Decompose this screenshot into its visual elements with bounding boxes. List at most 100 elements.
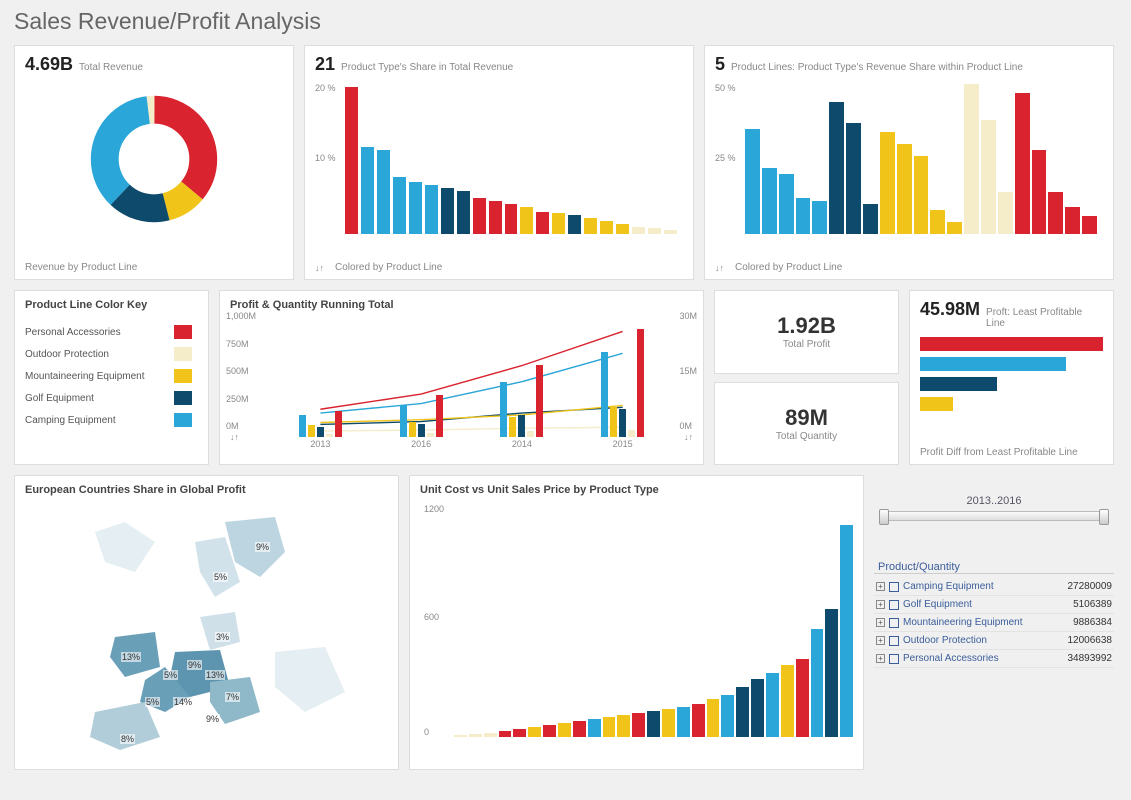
product-quantity-row[interactable]: +Camping Equipment27280009 xyxy=(874,578,1114,596)
hbar[interactable] xyxy=(920,357,1066,371)
bar[interactable] xyxy=(427,433,434,437)
bar[interactable] xyxy=(1048,192,1063,234)
product-quantity-row[interactable]: +Mountaineering Equipment9886384 xyxy=(874,614,1114,632)
bar[interactable] xyxy=(425,185,438,235)
checkbox[interactable] xyxy=(889,636,899,646)
checkbox[interactable] xyxy=(889,600,899,610)
bar[interactable] xyxy=(840,525,853,737)
bar[interactable] xyxy=(947,222,962,234)
bar[interactable] xyxy=(484,733,497,737)
slider-handle-left[interactable] xyxy=(879,509,889,525)
bar[interactable] xyxy=(505,204,518,234)
bar5-chart[interactable]: 50 % 25 % xyxy=(715,79,1103,234)
bar[interactable] xyxy=(825,609,838,737)
bar[interactable] xyxy=(721,695,734,737)
bar[interactable] xyxy=(766,673,779,737)
bar[interactable] xyxy=(846,123,861,234)
bar[interactable] xyxy=(469,734,482,737)
bar-group[interactable] xyxy=(299,411,342,437)
bar[interactable] xyxy=(568,215,581,235)
sort-icon[interactable]: ↓↑ xyxy=(684,432,693,442)
bar[interactable] xyxy=(600,221,613,235)
bar[interactable] xyxy=(628,430,635,437)
bar[interactable] xyxy=(619,409,626,437)
bar[interactable] xyxy=(897,144,912,234)
bar[interactable] xyxy=(692,704,705,737)
bar[interactable] xyxy=(603,717,616,737)
expand-icon[interactable]: + xyxy=(876,636,885,645)
bar[interactable] xyxy=(558,723,571,737)
product-quantity-row[interactable]: +Golf Equipment5106389 xyxy=(874,596,1114,614)
bar21-chart[interactable]: 20 % 10 % xyxy=(315,79,683,234)
bar[interactable] xyxy=(930,210,945,234)
sort-icon[interactable]: ↓↑ xyxy=(715,263,724,273)
bar[interactable] xyxy=(499,731,512,737)
bar-group[interactable] xyxy=(500,365,543,437)
bar[interactable] xyxy=(299,415,306,437)
scatter-chart[interactable]: 1200 600 0 xyxy=(420,502,853,737)
bar[interactable] xyxy=(796,198,811,234)
bar-group[interactable] xyxy=(601,329,644,437)
expand-icon[interactable]: + xyxy=(876,618,885,627)
hbar[interactable] xyxy=(920,397,953,411)
bar[interactable] xyxy=(473,198,486,234)
bar[interactable] xyxy=(335,411,342,437)
bar[interactable] xyxy=(528,727,541,737)
bar[interactable] xyxy=(751,679,764,737)
bar[interactable] xyxy=(377,150,390,234)
bar[interactable] xyxy=(781,665,794,737)
bar[interactable] xyxy=(400,405,407,437)
bar[interactable] xyxy=(418,424,425,437)
sort-icon[interactable]: ↓↑ xyxy=(315,263,324,273)
checkbox[interactable] xyxy=(889,654,899,664)
bar[interactable] xyxy=(762,168,777,234)
europe-map[interactable]: 9%5%3%13%9%5%13%7%14%5%9%8% xyxy=(25,502,388,752)
bar[interactable] xyxy=(829,102,844,234)
bar[interactable] xyxy=(610,407,617,437)
hbar[interactable] xyxy=(920,337,1103,351)
bar[interactable] xyxy=(1015,93,1030,234)
bar[interactable] xyxy=(436,395,443,437)
bar[interactable] xyxy=(1082,216,1097,234)
bar[interactable] xyxy=(964,84,979,234)
bar[interactable] xyxy=(489,201,502,234)
bar[interactable] xyxy=(520,207,533,234)
bar[interactable] xyxy=(779,174,794,234)
bar[interactable] xyxy=(527,431,534,437)
bar[interactable] xyxy=(393,177,406,234)
slider-handle-right[interactable] xyxy=(1099,509,1109,525)
year-slider[interactable] xyxy=(882,511,1106,521)
bar[interactable] xyxy=(1032,150,1047,234)
bar[interactable] xyxy=(543,725,556,737)
bar[interactable] xyxy=(326,434,333,437)
bar[interactable] xyxy=(648,228,661,234)
bar[interactable] xyxy=(617,715,630,737)
bar[interactable] xyxy=(647,711,660,737)
bar[interactable] xyxy=(536,365,543,437)
bar[interactable] xyxy=(998,192,1013,234)
bar[interactable] xyxy=(637,329,644,437)
hbar[interactable] xyxy=(920,377,997,391)
bar[interactable] xyxy=(616,224,629,235)
bar[interactable] xyxy=(662,709,675,737)
checkbox[interactable] xyxy=(889,618,899,628)
donut-chart[interactable] xyxy=(25,79,283,239)
bar[interactable] xyxy=(509,417,516,437)
bar[interactable] xyxy=(588,719,601,737)
bar[interactable] xyxy=(518,415,525,437)
bar[interactable] xyxy=(863,204,878,234)
running-chart[interactable] xyxy=(270,317,673,437)
bar[interactable] xyxy=(812,201,827,234)
bar[interactable] xyxy=(736,687,749,737)
bar[interactable] xyxy=(345,87,358,234)
checkbox[interactable] xyxy=(889,582,899,592)
bar[interactable] xyxy=(457,191,470,235)
bar[interactable] xyxy=(513,729,526,737)
bar-group[interactable] xyxy=(400,395,443,437)
bar[interactable] xyxy=(796,659,809,737)
expand-icon[interactable]: + xyxy=(876,582,885,591)
bar[interactable] xyxy=(707,699,720,737)
bar[interactable] xyxy=(552,213,565,234)
bar[interactable] xyxy=(811,629,824,737)
bar[interactable] xyxy=(632,227,645,235)
